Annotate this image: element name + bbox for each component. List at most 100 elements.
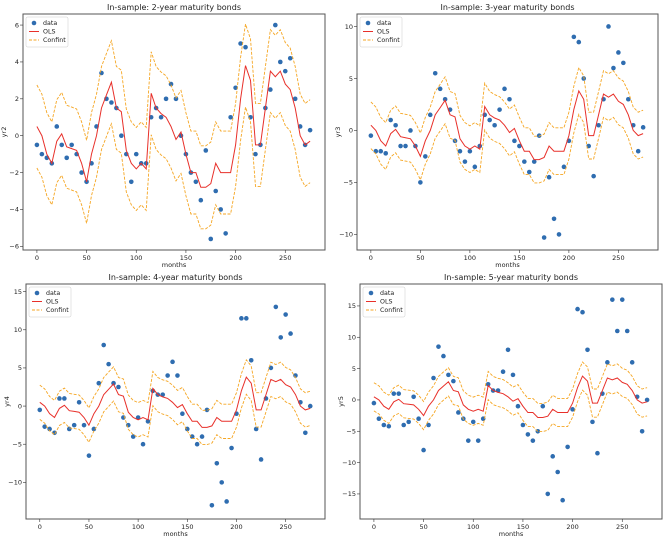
- legend-label: OLS: [380, 299, 392, 306]
- data-point: [239, 316, 244, 321]
- y-tick-label: −5: [343, 179, 353, 187]
- data-point: [238, 41, 243, 46]
- data-point: [406, 419, 411, 425]
- data-point: [66, 426, 72, 432]
- y-tick-label: −10: [8, 479, 22, 487]
- data-point: [456, 410, 461, 415]
- data-point: [522, 159, 527, 164]
- data-point: [378, 148, 384, 154]
- data-point: [180, 411, 185, 417]
- data-point: [69, 142, 74, 148]
- data-point: [446, 372, 451, 378]
- data-point: [307, 127, 313, 133]
- data-point: [393, 122, 398, 128]
- data-point: [307, 403, 313, 409]
- data-point: [525, 432, 531, 437]
- data-point: [560, 497, 565, 503]
- subplot-yr2: In-sample: 2-year maturity bonds months yr…: [0, 3, 326, 269]
- data-point: [551, 216, 557, 222]
- data-point: [145, 419, 151, 424]
- y-tick-label: 5: [349, 75, 353, 83]
- data-point: [421, 447, 426, 453]
- data-point: [644, 397, 650, 403]
- confint-upper-line: [370, 66, 644, 137]
- data-point: [109, 100, 114, 105]
- data-point: [268, 87, 273, 92]
- x-tick-label: 200: [230, 523, 242, 531]
- x-tick-label: 200: [563, 254, 575, 262]
- y-tick-label: 0: [18, 402, 22, 410]
- data-point: [625, 96, 631, 102]
- data-point: [278, 335, 284, 340]
- data-point: [96, 380, 102, 386]
- data-point: [119, 133, 124, 138]
- data-point: [165, 373, 170, 378]
- chart-title: In-sample: 2-year maturity bonds: [107, 3, 241, 12]
- y-tick-label: −5: [346, 428, 356, 436]
- data-point: [223, 231, 228, 236]
- x-tick-label: 100: [130, 254, 142, 262]
- y-tick-label: −10: [342, 459, 356, 467]
- x-axis-label: months: [495, 261, 520, 269]
- data-point: [621, 60, 626, 66]
- ols-line: [373, 375, 648, 418]
- data-point: [616, 50, 621, 55]
- data-point: [277, 59, 283, 65]
- data-point: [492, 122, 497, 128]
- data-point: [472, 164, 478, 170]
- legend-data-marker: [368, 290, 374, 296]
- data-point: [34, 142, 40, 148]
- x-tick-label: 250: [612, 254, 624, 262]
- data-point: [517, 143, 522, 149]
- data-point: [512, 138, 517, 144]
- ols-line: [39, 376, 311, 428]
- x-tick-label: 50: [419, 523, 427, 531]
- data-point: [408, 128, 413, 133]
- data-point: [106, 361, 111, 367]
- legend-label: data: [46, 290, 60, 297]
- legend-label: OLS: [43, 29, 55, 36]
- data-point: [386, 423, 392, 429]
- data-point: [194, 441, 200, 447]
- data-point: [416, 416, 421, 422]
- data-point: [373, 148, 379, 154]
- data-point: [47, 426, 52, 432]
- data-point: [436, 344, 441, 349]
- data-point: [441, 353, 446, 359]
- y-axis-label: yr5: [337, 396, 345, 407]
- y-tick-label: −6: [9, 243, 19, 251]
- data-point: [536, 133, 542, 138]
- x-tick-label: 50: [82, 254, 90, 262]
- data-point: [561, 164, 567, 170]
- data-point: [91, 426, 97, 432]
- y-tick-label: −4: [9, 206, 19, 214]
- data-point: [101, 342, 107, 348]
- data-point: [541, 235, 547, 240]
- data-point: [487, 117, 492, 123]
- data-point: [431, 375, 436, 381]
- data-point: [437, 86, 443, 92]
- data-point: [465, 438, 471, 443]
- x-tick-label: 150: [513, 254, 525, 262]
- data-point: [228, 114, 233, 120]
- data-point: [423, 154, 428, 159]
- data-point: [160, 392, 166, 397]
- data-point: [411, 394, 416, 400]
- confint-lower-line: [36, 106, 311, 230]
- data-point: [432, 70, 438, 76]
- data-point: [303, 430, 308, 436]
- data-point: [388, 117, 393, 123]
- y-tick-label: 15: [348, 302, 356, 310]
- legend-data-marker: [365, 20, 371, 26]
- y-tick-label: 5: [352, 365, 356, 373]
- data-point: [209, 502, 215, 508]
- data-point: [510, 372, 516, 378]
- legend-label: OLS: [377, 29, 389, 36]
- data-point: [116, 384, 121, 390]
- data-point: [42, 424, 47, 429]
- data-point: [282, 68, 288, 74]
- legend-data-marker: [31, 20, 37, 26]
- confint-upper-line: [373, 361, 648, 404]
- y-axis-label: yr2: [0, 127, 8, 138]
- subplot-yr5: In-sample: 5-year maturity bonds months yr…: [337, 273, 663, 538]
